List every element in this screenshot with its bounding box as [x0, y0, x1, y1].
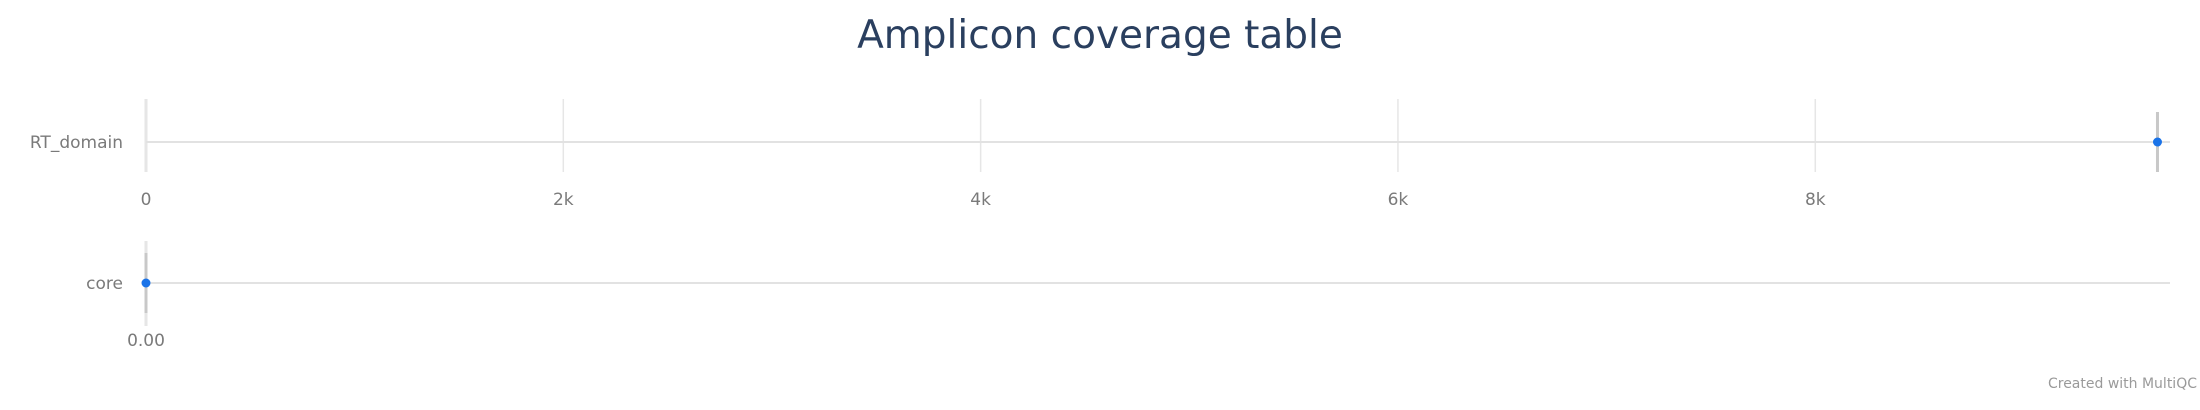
tick-label: 8k: [1805, 190, 1826, 210]
tick-label: 4k: [970, 190, 991, 210]
tick-label: 2k: [553, 190, 574, 210]
created-with-credit: Created with MultiQC: [2047, 376, 2197, 392]
category-label: RT_domain: [30, 133, 123, 153]
tick-label: 6k: [1388, 190, 1409, 210]
tick-label: 0: [141, 190, 152, 210]
chart-panels: RT_domain 0 2k 4k 6k 8k core 0.00: [30, 99, 2170, 351]
category-label: core: [86, 274, 123, 294]
tick-label: 0.00: [127, 331, 165, 351]
data-point: [2152, 137, 2162, 147]
data-point: [141, 278, 151, 288]
chart-title: Amplicon coverage table: [857, 13, 1343, 58]
